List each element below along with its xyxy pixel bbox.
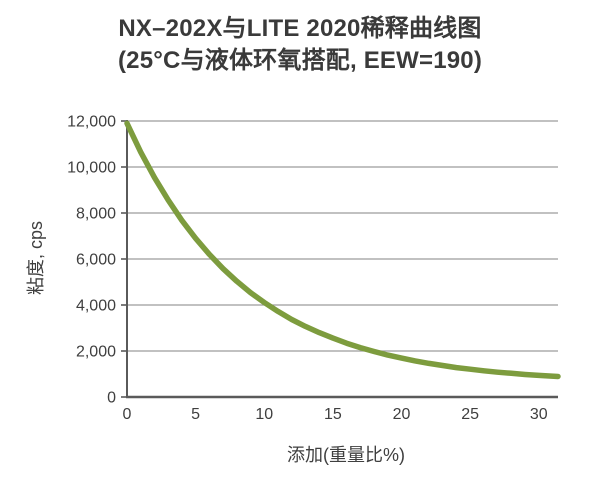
x-axis-tick-labels: 0 5 10 15 20 25 30: [123, 406, 548, 423]
x-tick-label: 10: [255, 406, 273, 423]
chart-title-line2: (25°C与液体环氧搭配, EEW=190): [117, 47, 483, 74]
x-tick-label: 30: [530, 406, 548, 423]
gridlines: [127, 120, 558, 352]
y-axis-tick-labels: 0 2,000 4,000 6,000 8,000 10,000 12,000: [67, 114, 116, 407]
x-axis-title: 添加(重量比%): [287, 445, 405, 465]
y-tick-label: 10,000: [67, 160, 116, 177]
x-tick-label: 25: [461, 406, 479, 423]
x-tick-label: 15: [324, 406, 342, 423]
chart-title-block: NX–202X与LITE 2020稀释曲线图 (25°C与液体环氧搭配, EEW…: [0, 13, 600, 77]
x-tick-label: 20: [393, 406, 411, 423]
chart-title-line1: NX–202X与LITE 2020稀释曲线图: [118, 15, 482, 42]
viscosity-curve: [124, 120, 561, 380]
y-tick-label: 6,000: [76, 252, 116, 269]
y-tick-label: 8,000: [76, 206, 116, 223]
y-tick-label: 4,000: [76, 298, 116, 315]
y-tick-label: 2,000: [76, 344, 116, 361]
x-tick-label: 0: [123, 406, 132, 423]
y-tick-label: 0: [107, 390, 116, 407]
y-tick-label: 12,000: [67, 114, 116, 131]
y-axis-title: 粘度, cps: [26, 221, 46, 295]
x-tick-label: 5: [191, 406, 200, 423]
